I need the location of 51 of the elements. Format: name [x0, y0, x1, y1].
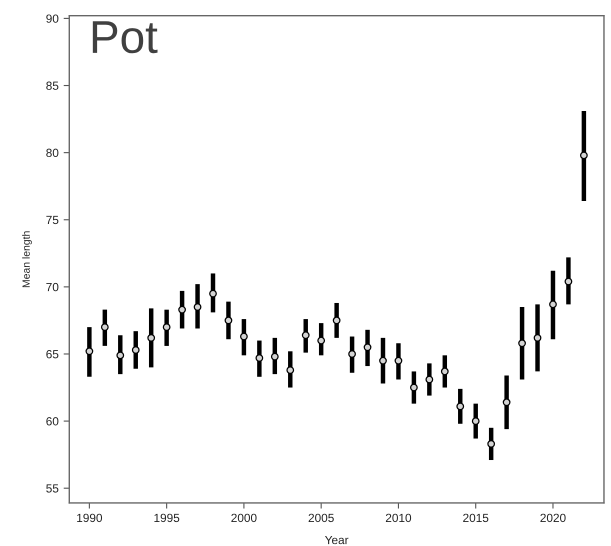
x-tick-label: 2010	[386, 514, 412, 522]
point	[379, 356, 387, 365]
y-tick-label: 70	[46, 282, 58, 292]
x-tick-label: 1990	[77, 514, 102, 522]
y-tick-label: 65	[46, 350, 58, 358]
point	[132, 346, 140, 354]
point	[85, 347, 94, 356]
point	[502, 398, 510, 406]
point	[209, 290, 217, 298]
point	[317, 336, 326, 344]
y-tick-label: 75	[46, 216, 58, 224]
point	[348, 350, 356, 358]
x-tick-label: 2005	[308, 514, 334, 522]
point	[332, 316, 341, 324]
point	[224, 316, 232, 324]
point	[534, 334, 542, 342]
point	[286, 366, 294, 374]
point	[487, 440, 496, 448]
point	[364, 343, 372, 352]
point	[410, 384, 418, 392]
point	[564, 278, 572, 286]
x-axis-title: Year	[324, 536, 348, 544]
point	[394, 356, 402, 365]
point	[518, 339, 526, 348]
x-tick-label: 2020	[540, 514, 566, 522]
point	[194, 303, 202, 311]
y-tick-label: 80	[46, 148, 58, 158]
x-tick-label: 2015	[463, 514, 488, 522]
point	[549, 300, 557, 308]
y-tick-label: 60	[46, 417, 58, 426]
point	[240, 332, 248, 340]
point	[580, 151, 588, 160]
x-tick-label: 2000	[231, 514, 257, 522]
y-axis-title: Mean length	[22, 231, 32, 288]
chart-title: Pot	[92, 21, 158, 54]
point	[100, 323, 109, 332]
point	[302, 331, 310, 340]
point	[425, 376, 434, 384]
point	[147, 334, 156, 342]
point	[178, 306, 186, 314]
point	[162, 323, 171, 332]
point	[456, 402, 464, 410]
y-tick-label: 90	[46, 14, 58, 23]
point	[440, 368, 449, 376]
point	[116, 351, 124, 360]
point	[270, 352, 279, 361]
y-tick-label: 55	[46, 484, 58, 493]
point	[255, 354, 264, 362]
x-tick-label: 1995	[154, 514, 180, 522]
y-tick-label: 85	[46, 82, 58, 90]
point	[472, 417, 480, 425]
